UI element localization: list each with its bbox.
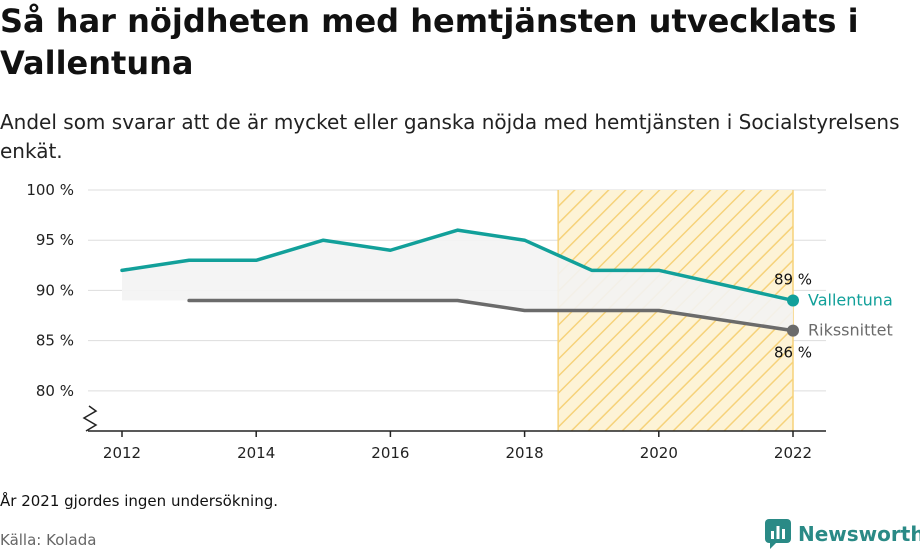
newsworthy-logo-icon: [765, 519, 791, 549]
chart-labels: 80 % 85 % 90 % 95 % 100 % 2012 2014 2016 2018 202…: [26, 181, 892, 462]
x-tick-label: 2016: [371, 444, 409, 462]
series-line-rikssnittet: [187, 298, 795, 333]
x-tick-label: 2014: [237, 444, 275, 462]
chart-subtitle: Andel som svarar att de är mycket eller …: [0, 110, 900, 163]
source-text: Källa: Kolada: [0, 531, 97, 549]
chart-title: Så har nöjdheten med hemtjänsten utveckl…: [0, 2, 859, 82]
y-tick-label: 95 %: [36, 231, 74, 249]
y-tick-label: 100 %: [26, 181, 74, 199]
x-tick-label: 2018: [506, 444, 544, 462]
end-value-label: 86 %: [774, 344, 812, 362]
line-chart: 80 % 85 % 90 % 95 % 100 % 2012 2014 2016 2018 202…: [26, 181, 892, 462]
chart-note: År 2021 gjordes ingen undersökning.: [0, 492, 279, 510]
series-lines: [120, 228, 799, 337]
end-value-label: 89 %: [774, 270, 812, 288]
x-tick-label: 2020: [640, 444, 678, 462]
x-tick-label: 2012: [103, 444, 141, 462]
x-tick-label: 2022: [774, 444, 812, 462]
axis-break-icon: [82, 405, 98, 432]
x-axis: [82, 405, 826, 437]
band-area: [122, 230, 793, 331]
series-end-point: [787, 294, 799, 307]
y-tick-label: 80 %: [36, 382, 74, 400]
series-end-point: [787, 324, 799, 337]
brand-logo[interactable]: Newsworthy: [764, 518, 920, 550]
brand-name: Newsworthy: [798, 522, 920, 546]
y-tick-label: 90 %: [36, 281, 74, 299]
series-name-label: Vallentuna: [808, 290, 893, 309]
series-name-label: Rikssnittet: [808, 321, 893, 340]
series-line-vallentuna: [120, 228, 795, 303]
y-tick-label: 85 %: [36, 332, 74, 350]
difference-band: [122, 230, 793, 331]
